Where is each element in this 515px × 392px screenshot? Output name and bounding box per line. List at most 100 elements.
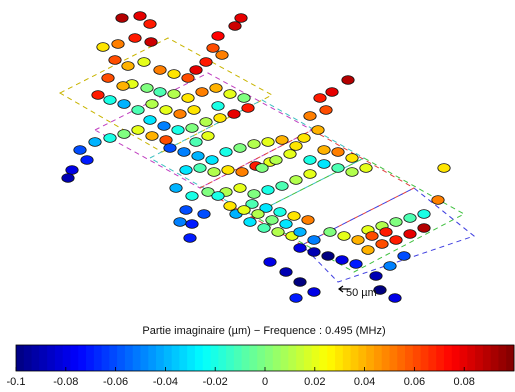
data-point [213,113,227,123]
colorbar-cell [187,345,196,371]
data-point [201,131,215,141]
colorbar-cell [358,345,367,371]
data-point [345,167,359,177]
data-point [103,133,117,143]
data-point [383,261,397,271]
colorbar-cell [451,345,461,371]
data-point [337,231,351,241]
colorbar-cell [381,345,390,371]
data-point [215,50,229,60]
data-point [331,163,345,173]
colorbar-cell [202,345,212,371]
data-point [207,167,221,177]
data-point [101,73,115,83]
data-point [153,65,167,75]
data-point [341,75,355,85]
colorbar-ticks: -0.1 -0.08 -0.06 -0.04 -0.02 0 0.02 0.04 0.06 0.0… [7,367,475,388]
colorbar-cell [265,345,274,371]
data-point [289,175,303,185]
colorbar-cell [490,345,499,371]
data-point [271,227,285,237]
colorbar-cell [210,345,219,371]
colorbar-cell [303,345,313,371]
data-point [140,83,154,93]
colorbar-cell [140,345,149,371]
colorbar-tick-label: 0 [262,376,268,388]
data-point [145,99,159,109]
data-point [265,215,279,225]
colorbar-cell [194,345,204,371]
colorbar-cell [171,345,180,371]
data-point [307,247,321,257]
data-point [111,39,125,49]
data-point [195,87,209,97]
colorbar-title: Partie imaginaire (µm) − Frequence : 0.4… [142,325,385,337]
data-point [179,165,193,175]
data-point [183,233,197,243]
data-point [143,19,157,29]
data-point [167,69,181,79]
data-point [317,145,331,155]
data-point [311,125,325,135]
data-point [189,137,203,147]
colorbar-cell [31,345,40,371]
colorbar-tick-label: 0.04 [354,376,375,388]
data-point [287,211,301,221]
data-point [185,123,199,133]
data-point [234,13,248,23]
data-point [115,13,129,23]
colorbar-cell [163,345,173,371]
data-point [131,105,145,115]
data-point [335,255,349,265]
colorbar-cell [70,345,79,371]
data-point [245,199,259,209]
colorbar-tick-label: -0.1 [7,376,26,388]
data-point [191,151,205,161]
data-point [88,137,102,147]
scale-arrow [338,285,350,293]
region-outline [301,187,476,283]
data-point [233,143,247,153]
data-point [323,227,337,237]
data-point [185,191,199,201]
data-point [163,143,177,153]
colorbar [16,345,515,371]
data-point [201,187,215,197]
data-point [219,147,233,157]
region-outline [250,157,466,273]
data-point [275,181,289,191]
data-point [293,243,307,253]
data-point [199,117,213,127]
data-point [145,131,159,141]
data-point [365,231,379,241]
data-point [389,235,403,245]
data-point [80,155,94,165]
data-point [199,57,213,67]
colorbar-cell [373,345,383,371]
data-point [283,149,297,159]
data-point [159,135,173,145]
colorbar-cell [475,345,484,371]
data-point [251,209,265,219]
colorbar-tick-label: -0.04 [153,376,178,388]
colorbar-cell [342,345,352,371]
data-point [313,93,327,103]
data-point [403,229,417,239]
colorbar-tick-label: 0.02 [304,376,325,388]
colorbar-cell [39,345,48,371]
data-point [417,209,431,219]
data-point [373,285,387,295]
colorbar-cell [327,345,336,371]
colorbar-cell [47,345,56,371]
data-point [173,109,187,119]
data-point [303,155,317,165]
data-point [319,105,333,115]
data-point [259,203,273,213]
data-point [211,191,225,201]
data-point [388,293,402,303]
colorbar-cell [132,345,141,371]
colorbar-cell [54,345,64,371]
data-point [173,217,187,227]
data-point [255,163,269,173]
